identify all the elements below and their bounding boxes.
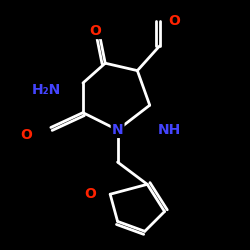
Text: H₂N: H₂N <box>31 84 60 98</box>
Text: O: O <box>168 14 180 28</box>
Text: O: O <box>20 128 32 142</box>
Text: O: O <box>90 24 101 38</box>
Text: N: N <box>112 123 124 137</box>
Text: NH: NH <box>158 123 181 137</box>
Text: O: O <box>84 187 96 201</box>
